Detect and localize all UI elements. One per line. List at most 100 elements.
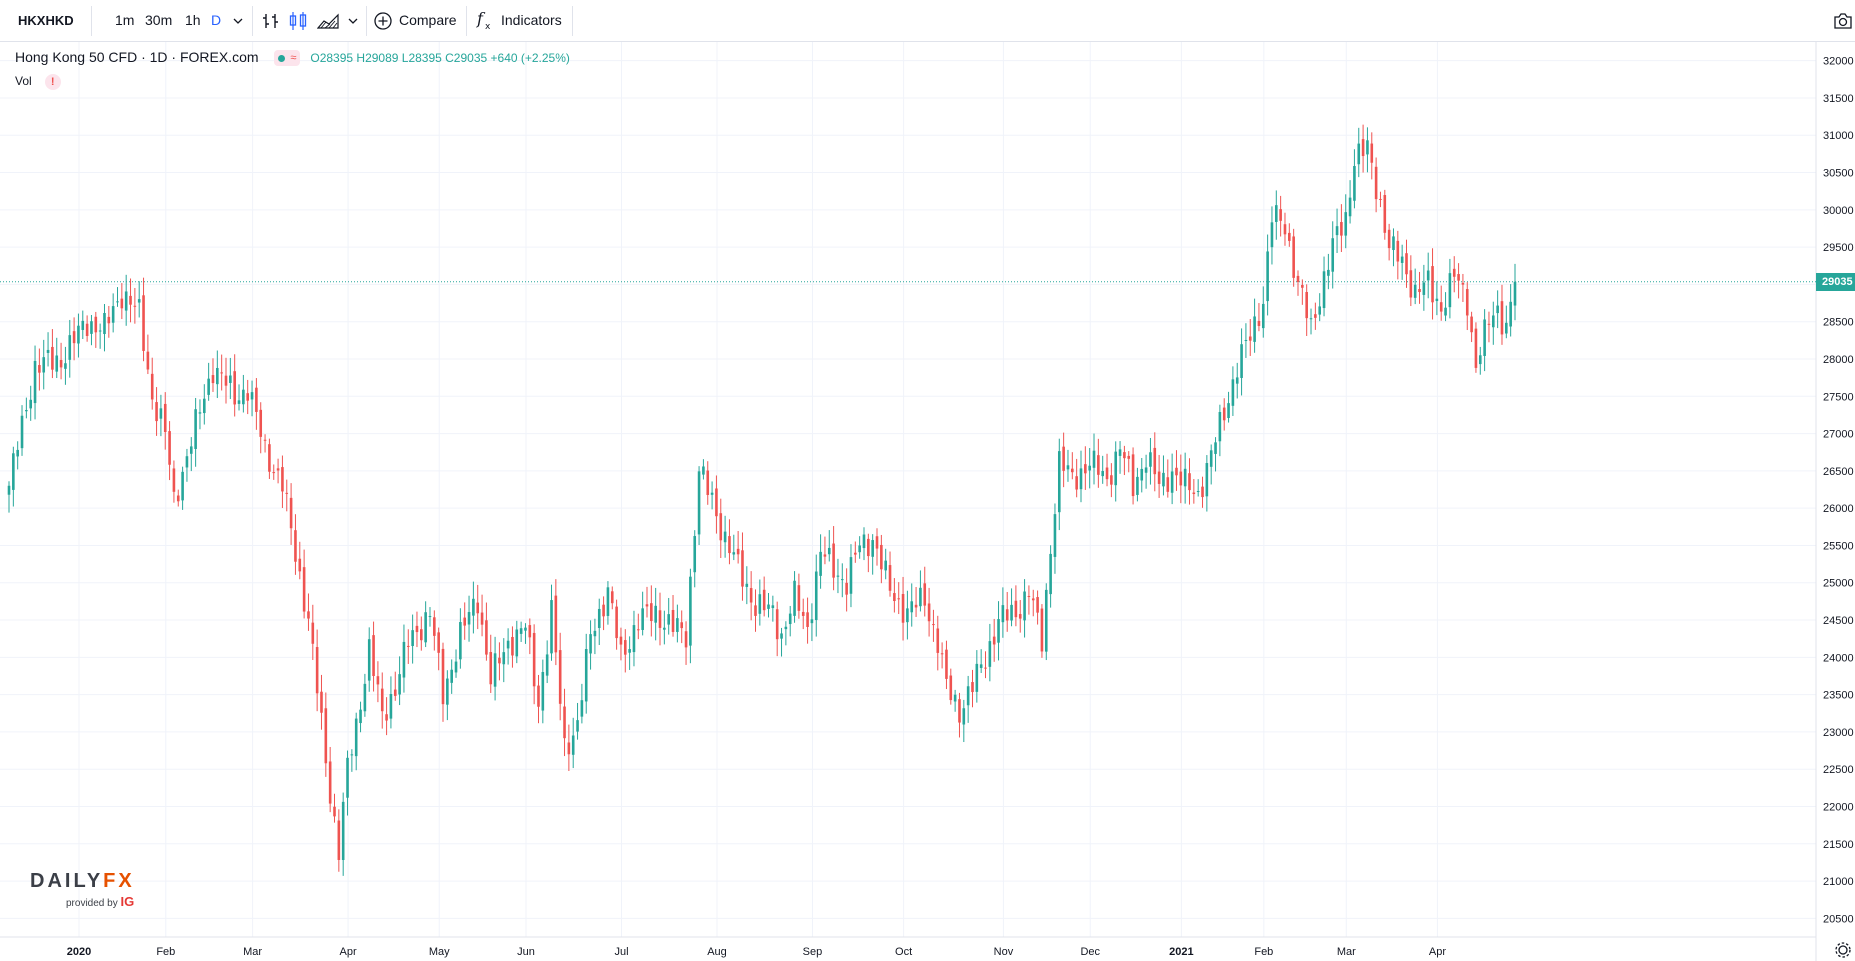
candle-up <box>411 630 414 647</box>
candle-up <box>1253 316 1256 342</box>
candle-down <box>806 612 809 627</box>
candle-down <box>1014 600 1018 618</box>
candle-up <box>524 627 527 631</box>
candle-down <box>372 635 375 677</box>
candle-down <box>155 402 158 422</box>
candle-down <box>259 409 263 437</box>
candle-up <box>1344 212 1348 236</box>
indicators-button[interactable]: Indicators <box>501 12 562 28</box>
timeframe-30m[interactable]: 30m <box>145 12 173 28</box>
candles-icon[interactable] <box>284 0 312 41</box>
time-tick-label: Mar <box>1337 946 1356 958</box>
candle-up <box>1413 284 1417 298</box>
candle-up <box>124 291 128 311</box>
candle-up <box>77 325 80 344</box>
candle-down <box>120 298 124 309</box>
candle-down <box>936 628 940 653</box>
price-tick-label: 27500 <box>1823 391 1854 403</box>
candle-down <box>637 629 640 631</box>
candle-down <box>532 632 536 687</box>
candle-down <box>897 598 901 600</box>
candle-up <box>1196 490 1200 492</box>
candle-up <box>389 694 393 719</box>
candle-down <box>940 653 944 655</box>
chart-legend[interactable]: Hong Kong 50 CFD · 1D · FOREX.com ≈ O283… <box>15 49 570 67</box>
candle-down <box>1431 266 1434 303</box>
timeframe-1h[interactable]: 1h <box>185 12 201 28</box>
candle-up <box>550 600 553 654</box>
candle-up <box>1309 318 1313 320</box>
candle-up <box>502 652 506 665</box>
compare-button[interactable]: Compare <box>399 12 457 28</box>
candle-up <box>1366 140 1369 155</box>
candle-up <box>242 389 245 405</box>
plus-circle-icon[interactable] <box>372 0 394 41</box>
candle-up <box>1140 468 1144 481</box>
settings-icon[interactable] <box>1835 942 1851 958</box>
svg-text:f: f <box>476 11 486 28</box>
candle-down <box>1201 486 1204 498</box>
candle-up <box>20 415 24 449</box>
candle-up <box>723 531 727 543</box>
candle-down <box>233 371 236 405</box>
candle-up <box>1010 604 1013 621</box>
candle-up <box>1136 476 1139 495</box>
bar-style-icon[interactable] <box>258 0 284 41</box>
chevron-down-icon[interactable] <box>343 0 363 41</box>
price-axis[interactable]: 3200031500310003050030000295002900028500… <box>1823 56 1854 926</box>
series-status-badge[interactable]: ≈ <box>274 50 301 67</box>
candle-down <box>602 604 605 617</box>
candle-up <box>771 605 775 609</box>
candle-down <box>797 585 801 611</box>
candle-up <box>693 536 697 573</box>
candle-down <box>276 468 280 471</box>
candle-up <box>667 614 670 625</box>
series-title[interactable]: Hong Kong 50 CFD · 1D · FOREX.com <box>15 49 259 65</box>
price-tick-label: 30000 <box>1823 205 1854 217</box>
candle-down <box>107 316 111 324</box>
candle-up <box>606 587 610 616</box>
timeframe-1m[interactable]: 1m <box>115 12 135 28</box>
toolbar-divider <box>91 6 92 36</box>
candle-up <box>788 613 792 625</box>
candle-up <box>1513 281 1517 306</box>
candle-up <box>702 466 705 475</box>
candle-down <box>623 640 627 655</box>
candle-down <box>880 544 883 570</box>
candle-up <box>597 608 601 628</box>
warning-icon[interactable]: ! <box>44 74 61 90</box>
candle-down <box>901 594 905 623</box>
symbol-search[interactable]: HKXHKD <box>18 13 74 28</box>
volume-legend[interactable]: Vol! <box>15 74 61 90</box>
time-tick-label: Jul <box>614 946 628 958</box>
candle-up <box>493 653 497 687</box>
area-chart-icon[interactable] <box>314 0 342 41</box>
toolbar-divider <box>466 6 467 36</box>
toolbar-divider <box>252 6 253 36</box>
candle-down <box>992 636 996 645</box>
candle-up <box>1235 377 1239 384</box>
candle-up <box>1444 307 1447 316</box>
timeframe-d[interactable]: D <box>211 12 222 28</box>
candle-up <box>1392 236 1395 251</box>
candle-up <box>454 661 458 673</box>
candle-down <box>845 582 848 595</box>
candle-down <box>1031 598 1035 601</box>
price-tick-label: 21500 <box>1823 839 1854 851</box>
camera-icon[interactable] <box>1832 0 1854 41</box>
price-chart[interactable]: 3200031500310003050030000295002900028500… <box>0 42 1855 961</box>
chevron-down-icon[interactable] <box>228 0 248 41</box>
candle-down <box>1296 275 1300 282</box>
candle-up <box>1118 449 1122 456</box>
candle-down <box>1283 224 1287 235</box>
candle-up <box>1092 450 1096 468</box>
time-axis[interactable]: 2020 Feb Mar Apr May Jun Jul Aug Sep Oct Nov Dec 202… <box>67 946 1447 958</box>
candle-up <box>203 398 206 414</box>
candle-down <box>728 536 731 554</box>
candle-up <box>1327 269 1330 276</box>
candle-down <box>1405 253 1408 275</box>
candle-down <box>489 652 493 685</box>
candle-up <box>962 708 966 725</box>
candle-down <box>385 714 388 721</box>
